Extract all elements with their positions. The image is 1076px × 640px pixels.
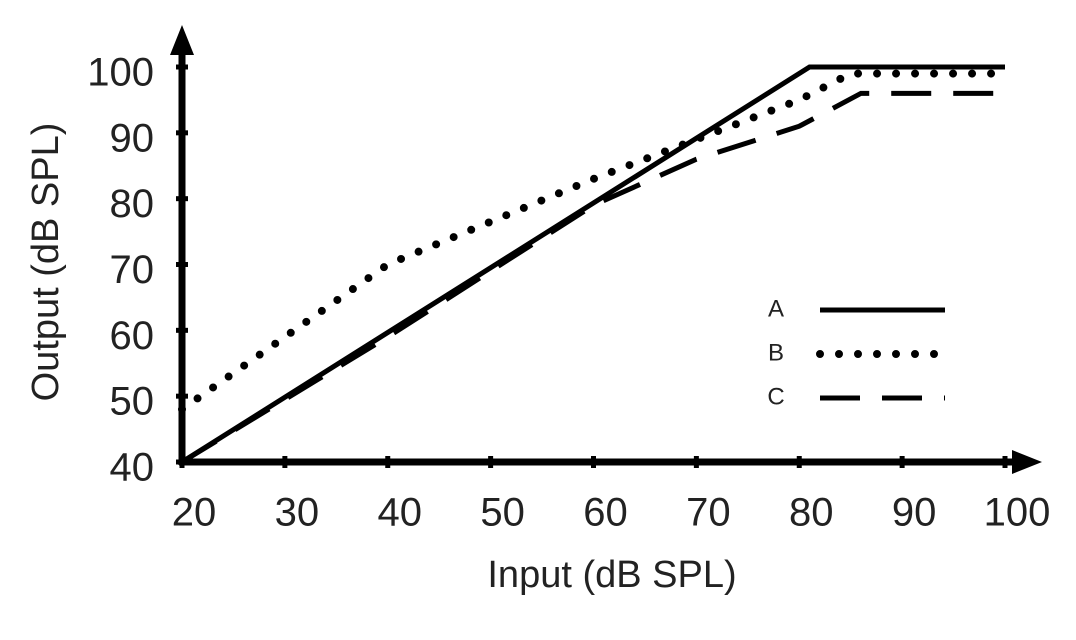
x-tick-label: 60 [583, 491, 628, 535]
y-tick-label: 50 [110, 380, 155, 424]
x-arrow [1012, 450, 1042, 474]
x-tick-label: 90 [892, 491, 937, 535]
legend-label: C [767, 383, 784, 410]
x-tick-label: 70 [686, 491, 731, 535]
y-tick-label: 100 [87, 51, 154, 95]
x-tick-label: 100 [984, 491, 1051, 535]
line [180, 90, 1005, 465]
legend-label: B [768, 339, 784, 366]
y-tick-label: 40 [110, 446, 155, 490]
x-tick-label: 50 [480, 491, 525, 535]
y-tick-label: 70 [110, 248, 155, 292]
y-tick-label: 90 [110, 116, 155, 160]
y-arrow [170, 25, 194, 55]
y-axis-title: Output (dB SPL) [25, 123, 67, 402]
x-axis-title: Input (dB SPL) [487, 554, 736, 596]
y-tick-label: 60 [110, 314, 155, 358]
x-tick-label: 40 [378, 491, 423, 535]
line [180, 64, 1005, 465]
x-tick-label: 20 [172, 491, 217, 535]
x-tick-label: 30 [275, 491, 320, 535]
line [178, 69, 1009, 414]
y-tick-label: 80 [110, 182, 155, 226]
x-tick-label: 80 [789, 491, 834, 535]
legend-label: A [768, 295, 784, 322]
